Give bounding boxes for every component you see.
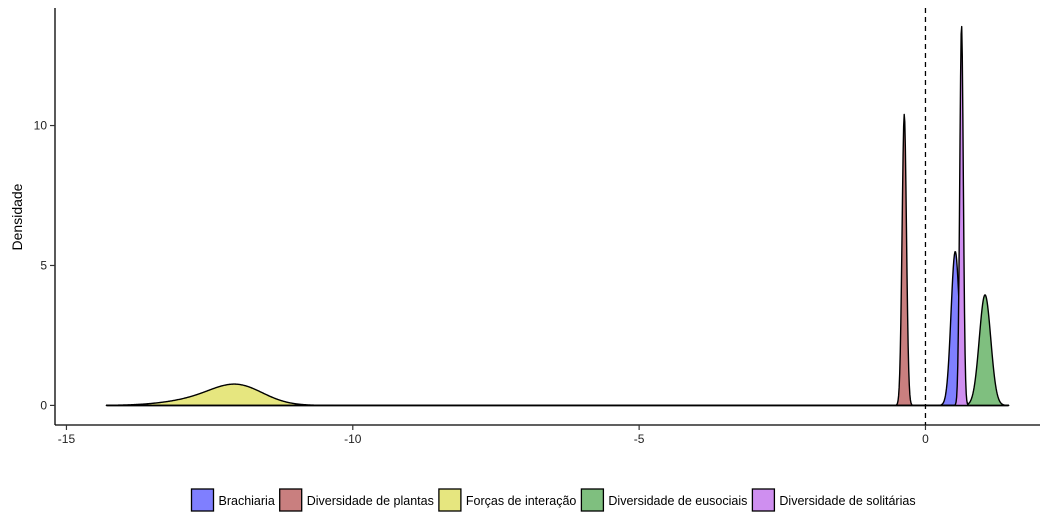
x-tick-label: -5: [634, 432, 645, 446]
density-curves: [105, 25, 1010, 407]
legend-item-diversidade-de-eusociais: Diversidade de eusociais: [580, 488, 747, 512]
legend-label: Diversidade de eusociais: [608, 494, 747, 508]
density-brachiaria: [105, 251, 1010, 407]
legend-swatch: [279, 488, 303, 512]
legend-swatch: [190, 488, 215, 512]
x-tick-label: -10: [344, 432, 362, 446]
legend-swatch: [580, 488, 605, 512]
legend-swatch: [438, 488, 462, 512]
x-axis-ticks: -15 -10 -5 0: [58, 425, 929, 446]
legend: Brachiaria Diversidade de plantas Forças d…: [190, 488, 916, 512]
x-tick-label: 0: [922, 432, 929, 446]
legend-label: Diversidade de plantas: [307, 494, 434, 508]
y-axis-title: Densidade: [9, 183, 25, 250]
legend-item-diversidade-de-plantas: Diversidade de plantas: [279, 488, 434, 512]
legend-label: Brachiaria: [219, 494, 275, 508]
legend-label: Diversidade de solitárias: [779, 494, 915, 508]
legend-item-brachiaria: Brachiaria: [190, 488, 275, 512]
y-tick-label: 0: [40, 398, 47, 412]
legend-label: Forças de interação: [466, 494, 577, 508]
legend-item-diversidade-de-solitarias: Diversidade de solitárias: [751, 488, 916, 512]
y-axis-ticks: 0 5 10: [34, 119, 55, 412]
density-diversidade-de-plantas: [105, 113, 1010, 407]
density-diversidade-de-solitarias: [105, 25, 1010, 407]
y-tick-label: 5: [40, 258, 47, 272]
legend-swatch: [751, 488, 776, 512]
density-forcas-de-interacao: [105, 383, 1010, 407]
y-tick-label: 10: [34, 119, 48, 133]
x-tick-label: -15: [58, 432, 76, 446]
legend-item-forcas-de-interacao: Forças de interação: [438, 488, 577, 512]
